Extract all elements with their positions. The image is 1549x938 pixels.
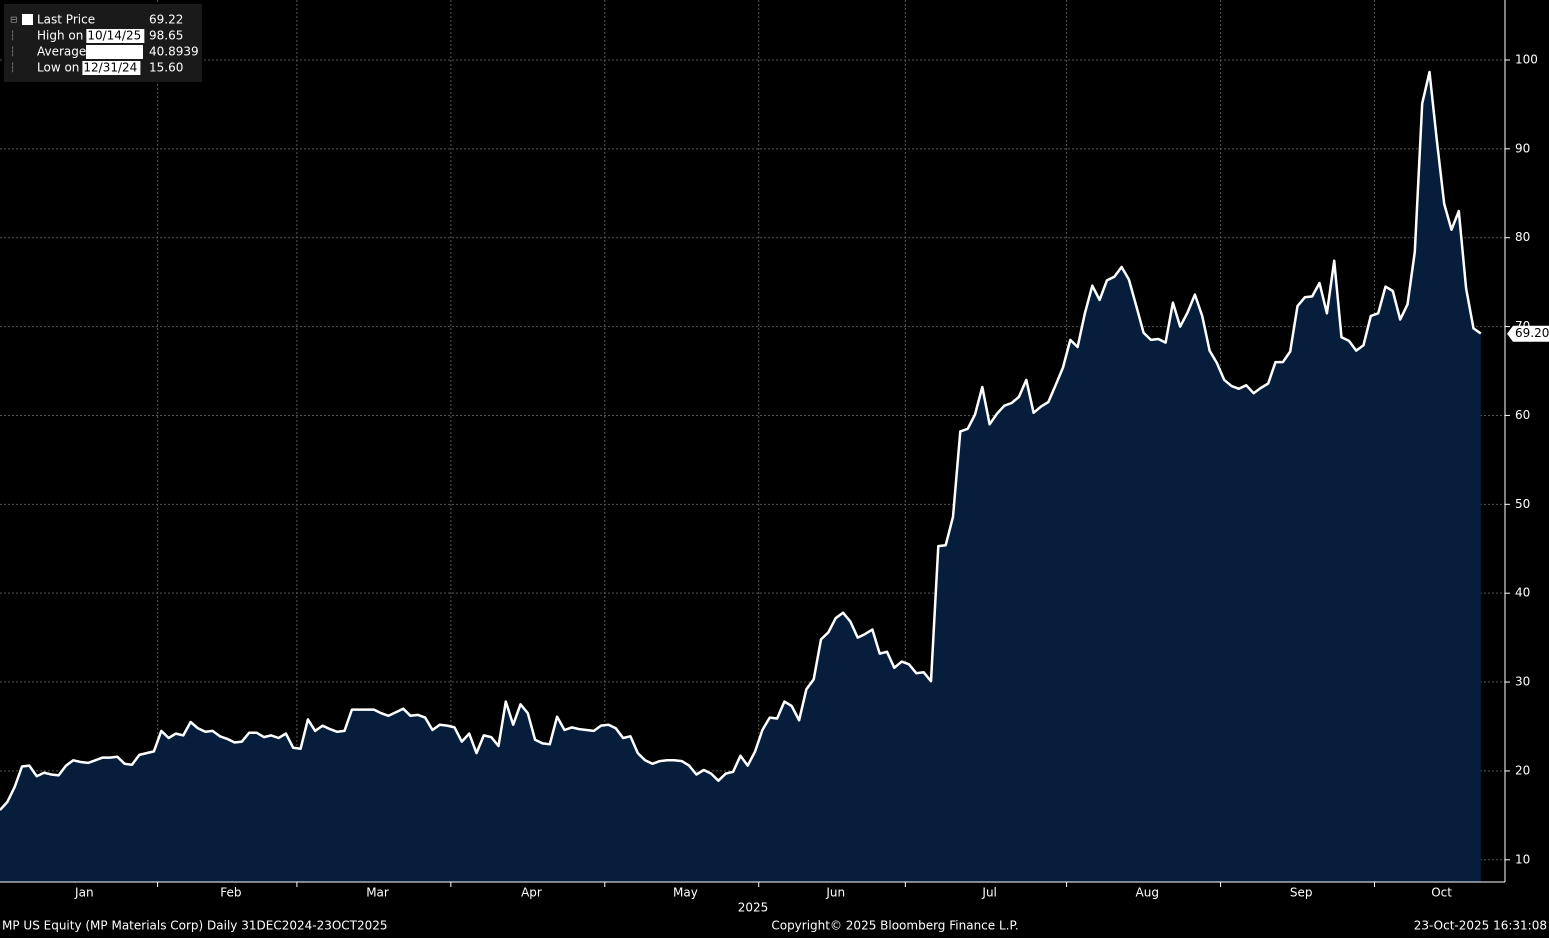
y-tick-label: 80 (1515, 230, 1530, 244)
last-price-tag (1507, 325, 1549, 342)
x-tick-label: Apr (521, 886, 542, 900)
footer-right: 23-Oct-2025 16:31:08 (1414, 919, 1547, 933)
x-tick-label: Aug (1136, 886, 1159, 900)
area-fill (0, 72, 1481, 882)
legend-label-bg (86, 45, 143, 59)
x-tick-label: Jul (981, 886, 996, 900)
footer-left: MP US Equity (MP Materials Corp) Daily 3… (2, 919, 388, 933)
legend-value: 15.60 (149, 61, 183, 75)
x-tick-label: Oct (1431, 886, 1452, 900)
x-tick-label: Jan (74, 886, 94, 900)
x-tick-label: Sep (1290, 886, 1313, 900)
y-tick-label: 50 (1515, 497, 1530, 511)
y-tick-label: 100 (1515, 52, 1538, 66)
legend-icon: ┆ (10, 63, 15, 74)
legend-label: Low on (37, 61, 79, 75)
y-tick-label: 20 (1515, 763, 1530, 777)
footer-center: Copyright© 2025 Bloomberg Finance L.P. (771, 919, 1018, 933)
legend-value: 98.65 (149, 29, 183, 43)
legend-label: Last Price (37, 13, 95, 27)
legend-date-bg (82, 61, 141, 75)
last-price-tag-label: 69.20 (1515, 326, 1549, 340)
plot-area (0, 0, 1505, 882)
legend-value: 69.22 (149, 13, 183, 27)
legend-icon: ⊟ (10, 16, 18, 26)
x-tick-label: Jun (825, 886, 845, 900)
legend-label: Average (37, 45, 86, 59)
y-tick-label: 90 (1515, 141, 1530, 155)
legend-swatch (22, 14, 33, 25)
year-label: 2025 (738, 901, 769, 915)
legend-icon: ┆ (10, 31, 15, 42)
legend: ⊟ Last Price 69.22 ┆ High on 10/14/25 98.65 ┆ Av… (10, 13, 199, 75)
price-line (0, 70, 1482, 811)
x-tick-label: Feb (220, 886, 241, 900)
y-tick-label: 10 (1515, 852, 1530, 866)
legend-icon: ┆ (10, 47, 15, 58)
legend-date-bg (86, 29, 145, 43)
y-tick-label: 30 (1515, 675, 1530, 689)
legend-date: 12/31/24 (83, 61, 137, 75)
legend-date: 10/14/25 (87, 29, 141, 43)
y-tick-label: 60 (1515, 408, 1530, 422)
legend-value: 40.8939 (149, 45, 199, 59)
legend-label: High on (37, 29, 83, 43)
x-tick-label: Mar (366, 886, 389, 900)
x-tick-label: May (673, 886, 698, 900)
y-tick-label: 40 (1515, 586, 1530, 600)
